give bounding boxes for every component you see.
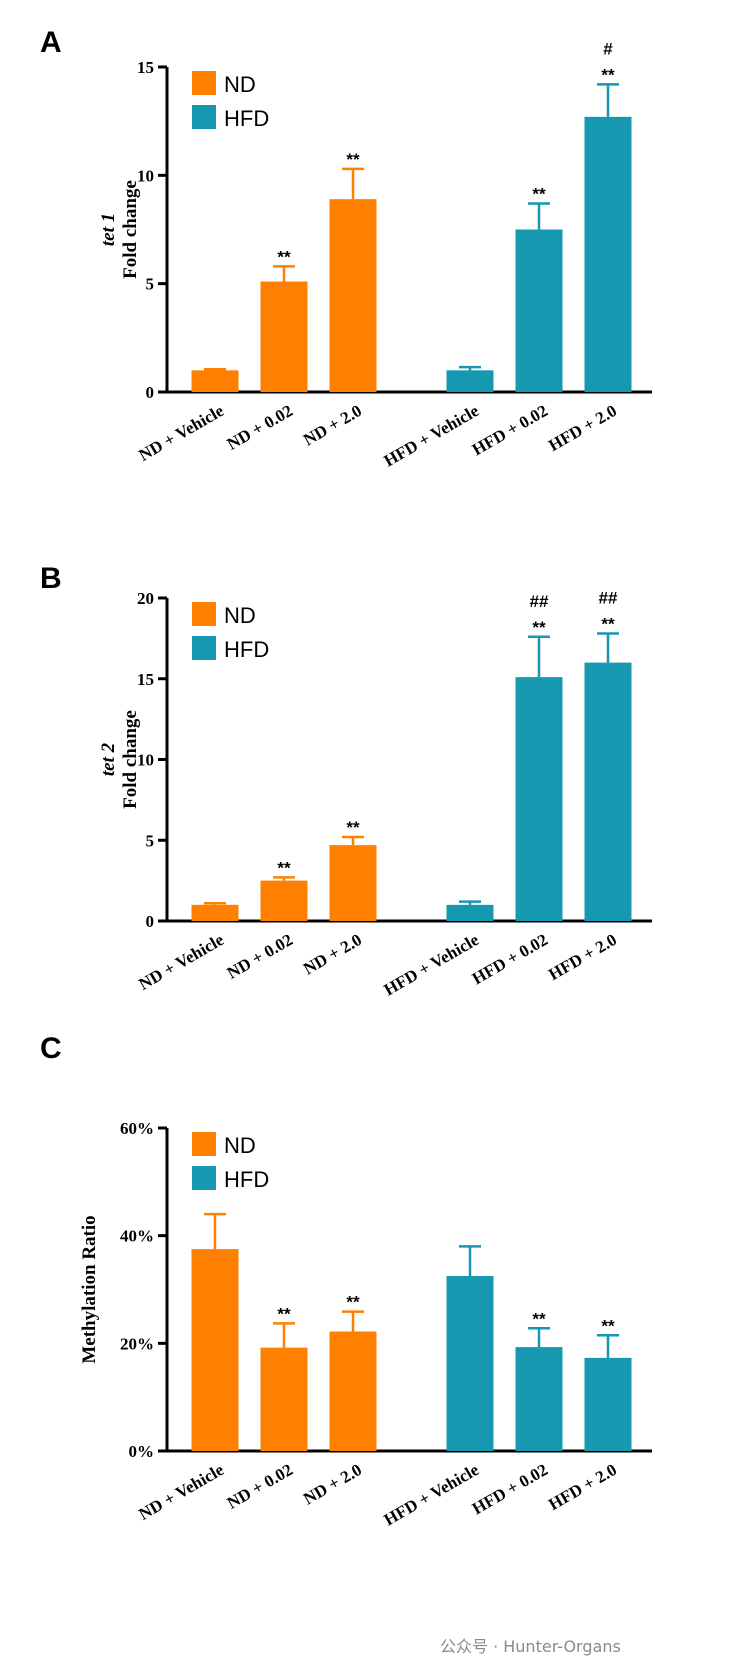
bar xyxy=(191,1249,239,1451)
y-axis-label: tet 1Fold change xyxy=(98,180,141,279)
x-tick-label: HFD + Vehicle xyxy=(381,930,483,1000)
bar xyxy=(260,1347,308,1451)
legend-label-nd: ND xyxy=(224,1133,256,1158)
x-tick-label: ND + 2.0 xyxy=(300,401,365,449)
panel-letter-c: C xyxy=(40,1032,62,1065)
bar xyxy=(584,662,632,921)
x-tick-label: HFD + Vehicle xyxy=(381,401,483,471)
bar xyxy=(191,904,239,921)
bar xyxy=(260,880,308,921)
y-tick-label: 5 xyxy=(146,275,155,294)
x-tick-label: ND + 2.0 xyxy=(300,930,365,978)
significance-stars: ** xyxy=(532,185,546,204)
legend-label-hfd: HFD xyxy=(224,106,269,131)
y-tick-label: 0 xyxy=(146,912,155,931)
y-axis-label: Methylation Ratio xyxy=(79,1215,100,1363)
significance-stars: ** xyxy=(601,1316,615,1335)
bar xyxy=(446,1276,494,1451)
y-axis-label-gene: tet 2 xyxy=(98,742,119,776)
x-tick-label: HFD + 2.0 xyxy=(545,401,620,455)
bar xyxy=(446,904,494,921)
legend-label-hfd: HFD xyxy=(224,1167,269,1192)
x-tick-label: ND + Vehicle xyxy=(135,930,227,994)
y-tick-label: 20% xyxy=(120,1334,154,1353)
significance-stars: ** xyxy=(346,1293,360,1312)
significance-stars: ** xyxy=(532,618,546,637)
y-tick-label: 15 xyxy=(137,670,154,689)
significance-stars: ** xyxy=(346,150,360,169)
x-tick-label: HFD + 2.0 xyxy=(545,1460,620,1514)
significance-stars: ** xyxy=(346,818,360,837)
y-axis-label-gene: tet 1 xyxy=(98,213,119,246)
x-tick-label: ND + Vehicle xyxy=(135,401,227,465)
y-tick-label: 20 xyxy=(137,589,154,608)
significance-hash: # xyxy=(603,39,613,58)
x-tick-label: HFD + 0.02 xyxy=(469,930,551,988)
chart-panel-c: 0% 20% 40% 60% Methylation Ratio ND + Vehicle… xyxy=(79,1119,652,1529)
significance-stars: ** xyxy=(601,65,615,84)
x-tick-label: ND + 0.02 xyxy=(224,930,296,983)
y-tick-label: 0 xyxy=(146,383,155,402)
panel-letter-a: A xyxy=(40,26,62,59)
y-axis-label: tet 2Fold change xyxy=(98,710,141,809)
significance-stars: ** xyxy=(532,1309,546,1328)
y-axis-label-measure: Fold change xyxy=(120,710,141,809)
x-tick-label: ND + Vehicle xyxy=(135,1460,227,1524)
bar xyxy=(446,370,494,392)
significance-stars: ** xyxy=(277,247,291,266)
x-tick-label: HFD + 0.02 xyxy=(469,1460,551,1518)
legend-label-nd: ND xyxy=(224,72,256,97)
bar xyxy=(515,229,563,392)
bar xyxy=(584,1357,632,1451)
legend-swatch-hfd xyxy=(192,1166,216,1190)
bar xyxy=(329,199,377,392)
legend-swatch-hfd xyxy=(192,636,216,660)
bar xyxy=(329,1331,377,1451)
significance-stars: ** xyxy=(277,858,291,877)
y-tick-label: 15 xyxy=(137,58,154,77)
bar xyxy=(260,281,308,392)
y-tick-label: 5 xyxy=(146,831,155,850)
x-tick-label: ND + 0.02 xyxy=(224,1460,296,1513)
significance-hash: ## xyxy=(599,589,618,608)
bar xyxy=(191,370,239,392)
y-tick-label: 10 xyxy=(137,166,154,185)
y-tick-label: 60% xyxy=(120,1119,154,1138)
y-tick-label: 0% xyxy=(129,1442,155,1461)
y-tick-label: 40% xyxy=(120,1227,154,1246)
legend-swatch-nd xyxy=(192,1132,216,1156)
legend-swatch-nd xyxy=(192,602,216,626)
watermark: 公众号 · Hunter-Organs xyxy=(440,1637,621,1656)
y-axis-label-measure: Fold change xyxy=(120,180,141,279)
bar xyxy=(329,845,377,921)
bar xyxy=(515,677,563,921)
significance-hash: ## xyxy=(530,592,549,611)
legend-label-nd: ND xyxy=(224,603,256,628)
x-tick-label: HFD + 0.02 xyxy=(469,401,551,459)
legend-swatch-nd xyxy=(192,71,216,95)
significance-stars: ** xyxy=(277,1304,291,1323)
significance-stars: ** xyxy=(601,615,615,634)
y-tick-label: 10 xyxy=(137,751,154,770)
x-tick-label: ND + 2.0 xyxy=(300,1460,365,1508)
legend-swatch-hfd xyxy=(192,105,216,129)
x-tick-label: HFD + 2.0 xyxy=(545,930,620,984)
legend-label-hfd: HFD xyxy=(224,637,269,662)
bar xyxy=(584,116,632,392)
chart-panel-b: 0 5 10 15 20 tet 2Fold change ND + Vehicle ** ND… xyxy=(98,589,652,1000)
panel-letter-b: B xyxy=(40,562,62,595)
x-tick-label: HFD + Vehicle xyxy=(381,1460,483,1530)
x-tick-label: ND + 0.02 xyxy=(224,401,296,454)
bar xyxy=(515,1347,563,1451)
chart-panel-a: 0 5 10 15 tet 1Fold change ND + Vehicle ** ND +… xyxy=(98,39,652,470)
